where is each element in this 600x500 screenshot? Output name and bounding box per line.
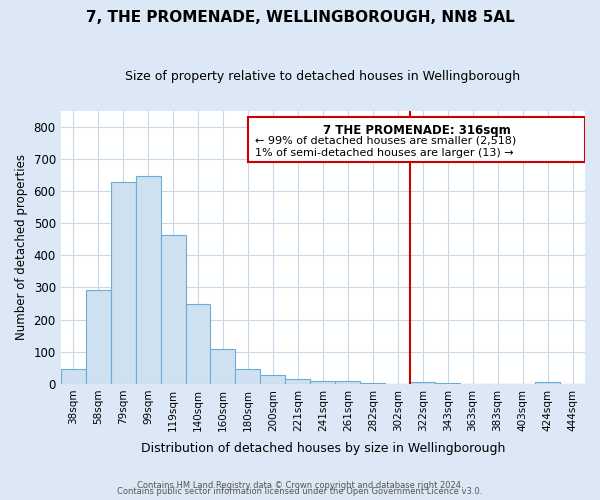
X-axis label: Distribution of detached houses by size in Wellingborough: Distribution of detached houses by size … [140,442,505,455]
Bar [235,369,260,384]
FancyBboxPatch shape [248,117,585,162]
Text: Contains public sector information licensed under the Open Government Licence v3: Contains public sector information licen… [118,488,482,496]
Text: ← 99% of detached houses are smaller (2,518): ← 99% of detached houses are smaller (2,… [256,136,517,145]
Bar [161,236,185,384]
Bar [260,375,286,384]
Bar [86,290,110,384]
Bar [185,304,211,384]
Text: Contains HM Land Registry data © Crown copyright and database right 2024.: Contains HM Land Registry data © Crown c… [137,481,463,490]
Text: 7, THE PROMENADE, WELLINGBOROUGH, NN8 5AL: 7, THE PROMENADE, WELLINGBOROUGH, NN8 5A… [86,10,514,25]
Bar [110,182,136,384]
Bar [310,380,335,384]
Bar [61,369,86,384]
Bar [136,176,161,384]
Y-axis label: Number of detached properties: Number of detached properties [15,154,28,340]
Text: 7 THE PROMENADE: 316sqm: 7 THE PROMENADE: 316sqm [323,124,511,137]
Bar [286,379,310,384]
Bar [535,382,560,384]
Bar [211,348,235,384]
Title: Size of property relative to detached houses in Wellingborough: Size of property relative to detached ho… [125,70,520,83]
Bar [335,380,360,384]
Bar [410,382,435,384]
Text: 1% of semi-detached houses are larger (13) →: 1% of semi-detached houses are larger (1… [256,148,514,158]
